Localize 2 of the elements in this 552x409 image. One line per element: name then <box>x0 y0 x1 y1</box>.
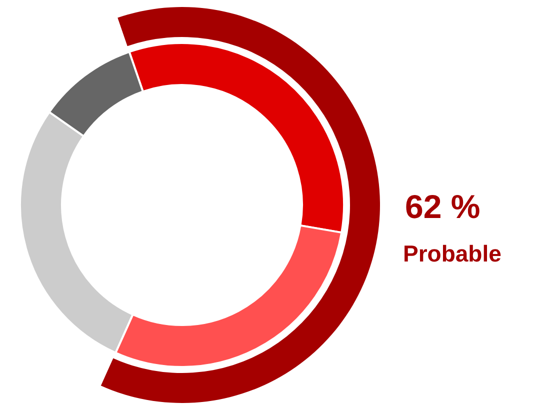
data-label: 62 % <box>405 188 480 225</box>
slice-label: Probable <box>403 240 502 266</box>
